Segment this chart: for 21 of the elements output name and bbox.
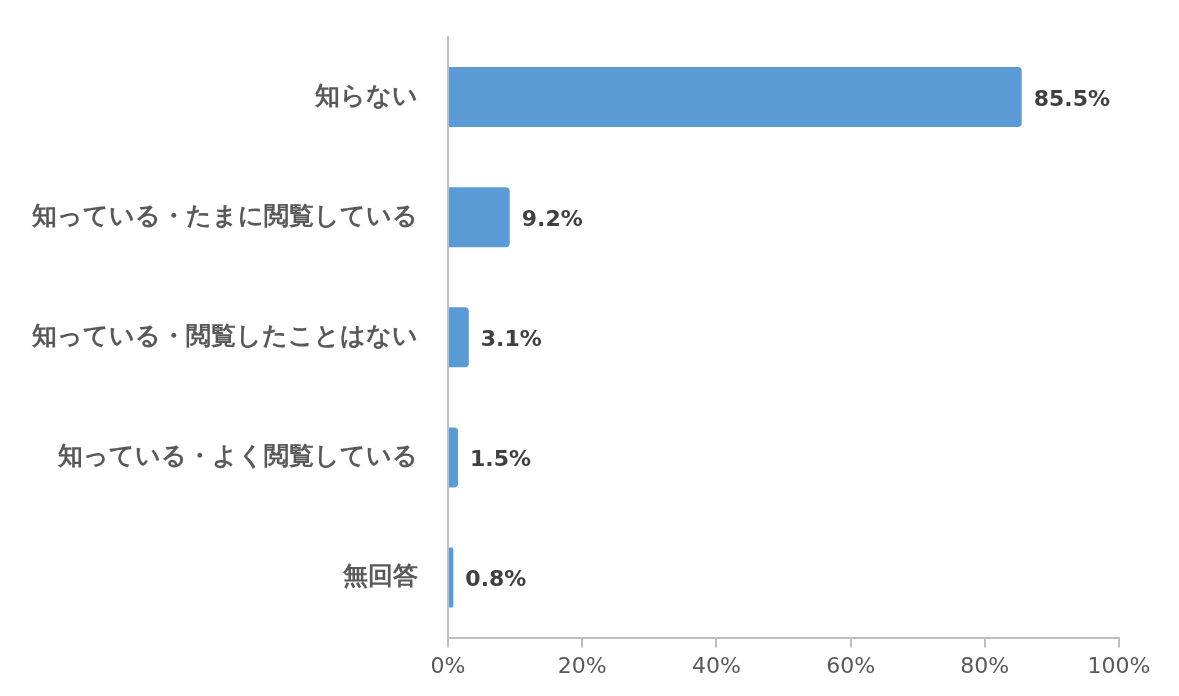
data-label: 3.1% [480, 326, 542, 352]
bar [449, 547, 454, 608]
x-tick-label: 20% [557, 652, 607, 678]
bar [449, 187, 510, 248]
x-tick-label: 60% [826, 652, 876, 678]
y-tick-label: 知っている・たまに閲覧している [31, 200, 418, 230]
x-tick-label: 40% [691, 652, 741, 678]
bar [449, 307, 469, 368]
y-tick-label: 無回答 [342, 561, 418, 591]
bar [449, 67, 1022, 128]
y-tick-label: 知らない [314, 80, 418, 110]
x-tick-label: 100% [1087, 652, 1151, 678]
y-tick-label: 知っている・閲覧したことはない [31, 320, 418, 350]
data-label: 9.2% [521, 205, 583, 231]
x-tick-label: 0% [430, 652, 466, 678]
data-label: 0.8% [465, 566, 527, 592]
y-tick-label: 知っている・よく閲覧している [57, 440, 418, 470]
data-label: 1.5% [470, 446, 532, 472]
bar [449, 427, 459, 488]
x-tick-label: 80% [960, 652, 1010, 678]
data-label: 85.5% [1033, 85, 1111, 111]
